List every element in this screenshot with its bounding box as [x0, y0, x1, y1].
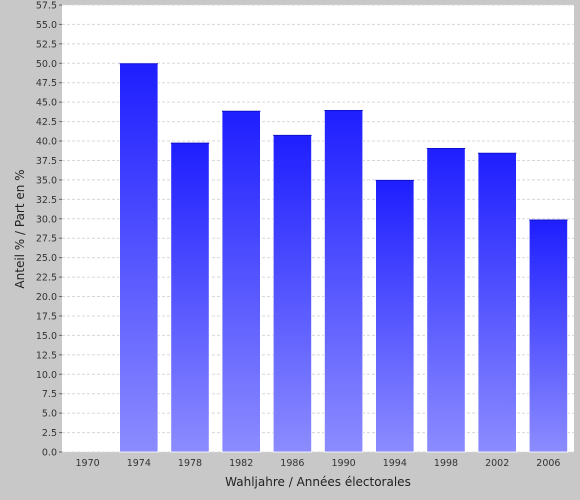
y-tick-label: 22.5: [36, 273, 57, 284]
y-tick-label: 30.0: [36, 214, 57, 225]
bars: [119, 62, 569, 453]
y-tick-label: 32.5: [36, 195, 57, 206]
bar-1974: [119, 62, 159, 453]
x-tick-label: 2002: [485, 458, 509, 469]
bar-1978: [170, 142, 210, 453]
y-tick-label: 0.0: [42, 448, 57, 459]
y-tick-label: 45.0: [36, 98, 57, 109]
y-tick-label: 50.0: [36, 59, 57, 70]
bar-1982: [221, 110, 261, 453]
y-tick-label: 37.5: [36, 156, 57, 167]
bar-1998: [426, 147, 466, 453]
y-tick-label: 52.5: [36, 39, 57, 50]
x-tick-label: 1990: [332, 458, 356, 469]
x-tick-label: 1998: [434, 458, 458, 469]
y-tick-label: 55.0: [36, 20, 57, 31]
y-tick-label: 17.5: [36, 311, 57, 322]
y-tick-label: 42.5: [36, 117, 57, 128]
bar-2002: [477, 152, 517, 453]
bar-1994: [375, 179, 415, 453]
x-tick-label: 1986: [280, 458, 304, 469]
x-tick-label: 1974: [127, 458, 151, 469]
y-tick-label: 2.5: [42, 428, 57, 439]
x-axis-title: Wahljahre / Années électorales: [225, 475, 411, 489]
bar-1986: [272, 134, 313, 453]
x-tick-label: 1982: [229, 458, 253, 469]
y-tick-label: 40.0: [36, 137, 57, 148]
y-tick-label: 7.5: [42, 389, 57, 400]
bar-2006: [528, 219, 569, 453]
y-tick-label: 47.5: [36, 78, 57, 89]
y-tick-label: 10.0: [36, 370, 57, 381]
y-tick-label: 27.5: [36, 234, 57, 245]
y-tick-label: 35.0: [36, 175, 57, 186]
y-axis-title: Anteil % / Part en %: [13, 169, 27, 288]
y-tick-label: 12.5: [36, 350, 57, 361]
y-tick-label: 20.0: [36, 292, 57, 303]
x-axis-ticks: 1970 1974 1978 1982 1986 1990 1994 1998 2002 2006: [76, 458, 561, 469]
y-tick-label: 5.0: [42, 409, 57, 420]
x-tick-label: 1978: [178, 458, 202, 469]
x-tick-label: 1994: [383, 458, 407, 469]
bar-1990: [323, 109, 364, 453]
x-tick-label: 2006: [536, 458, 560, 469]
y-tick-label: 25.0: [36, 253, 57, 264]
x-tick-label: 1970: [76, 458, 100, 469]
y-tick-label: 15.0: [36, 331, 57, 342]
y-tick-label: 57.5: [36, 1, 57, 12]
y-axis-ticks: 0.0 2.5 5.0 7.5 10.0 12.5 15.0 17.5 20.0 22.5 25.0…: [36, 1, 62, 459]
